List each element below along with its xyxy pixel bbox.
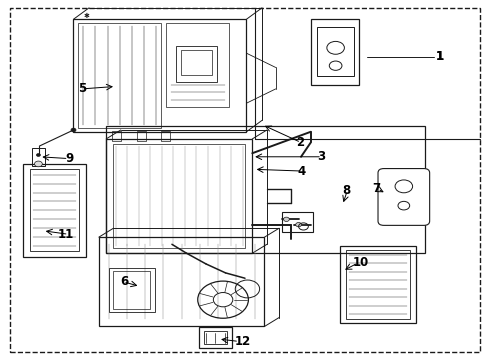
Bar bbox=[161, 131, 170, 141]
Bar bbox=[106, 126, 425, 253]
Bar bbox=[340, 246, 416, 323]
Circle shape bbox=[295, 222, 301, 227]
Text: 7: 7 bbox=[373, 183, 381, 195]
Text: 8: 8 bbox=[343, 184, 351, 197]
Bar bbox=[199, 327, 232, 348]
Text: 5: 5 bbox=[78, 82, 87, 95]
Bar bbox=[166, 23, 229, 107]
Circle shape bbox=[71, 128, 76, 132]
Bar bbox=[311, 19, 360, 85]
Bar bbox=[99, 237, 265, 327]
Bar bbox=[203, 331, 227, 344]
Circle shape bbox=[36, 154, 40, 157]
Bar bbox=[317, 27, 354, 76]
Bar bbox=[30, 169, 79, 251]
Bar bbox=[346, 250, 410, 319]
Bar bbox=[78, 23, 161, 128]
Text: 12: 12 bbox=[234, 335, 250, 348]
Bar bbox=[74, 19, 246, 132]
Text: 4: 4 bbox=[297, 165, 306, 177]
Text: 2: 2 bbox=[296, 136, 304, 149]
Bar bbox=[106, 139, 252, 253]
Bar bbox=[176, 46, 217, 82]
Text: 1: 1 bbox=[436, 50, 444, 63]
Circle shape bbox=[34, 161, 42, 167]
Bar bbox=[31, 148, 45, 166]
FancyBboxPatch shape bbox=[378, 168, 430, 225]
Bar bbox=[137, 131, 146, 141]
Bar bbox=[114, 271, 150, 309]
Text: 9: 9 bbox=[65, 152, 74, 165]
Text: ✱: ✱ bbox=[84, 13, 90, 19]
Circle shape bbox=[284, 217, 289, 221]
Text: 11: 11 bbox=[57, 228, 74, 241]
Bar bbox=[109, 267, 155, 312]
Text: 6: 6 bbox=[120, 275, 128, 288]
Bar bbox=[181, 50, 212, 75]
Text: 1: 1 bbox=[436, 50, 444, 63]
Text: 10: 10 bbox=[353, 256, 369, 269]
Text: 3: 3 bbox=[317, 150, 325, 163]
Bar bbox=[113, 131, 121, 141]
Bar bbox=[114, 144, 245, 248]
Bar bbox=[282, 212, 313, 232]
Bar bbox=[24, 164, 86, 257]
